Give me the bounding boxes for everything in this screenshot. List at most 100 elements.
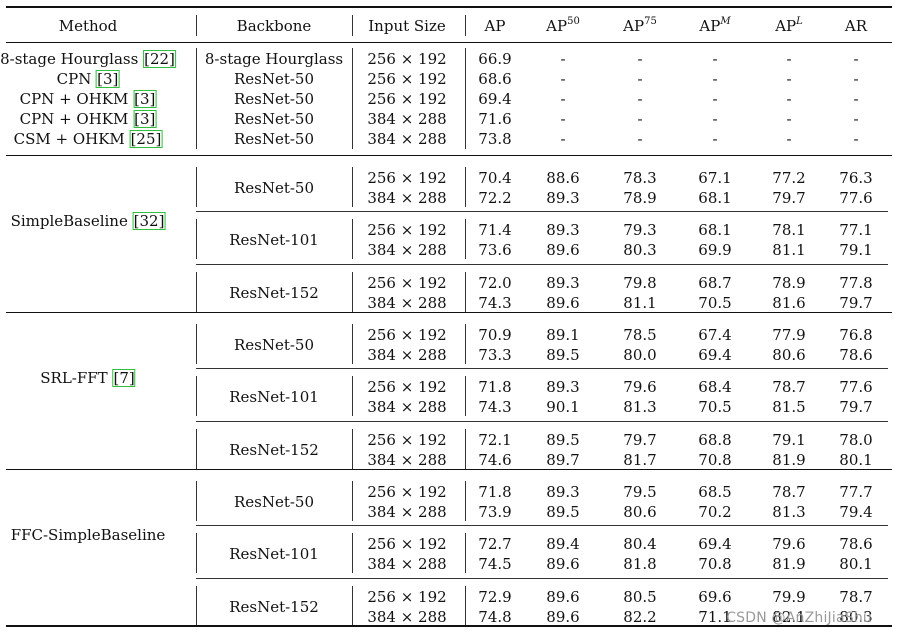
backbone-cell: ResNet-152 bbox=[229, 598, 319, 616]
citation-number: 3 bbox=[139, 110, 150, 128]
header-method: Method bbox=[58, 17, 118, 35]
method-name: CPN bbox=[56, 70, 92, 88]
input-size-cell: 384 × 288 bbox=[367, 130, 447, 148]
ap-cell: 72.1 bbox=[478, 431, 512, 449]
apm-cell: 70.5 bbox=[698, 294, 732, 312]
ap75-cell: 80.5 bbox=[623, 588, 657, 606]
table-rule bbox=[6, 6, 892, 8]
column-divider bbox=[196, 586, 197, 626]
column-divider bbox=[465, 167, 466, 207]
ap50-cell: 89.6 bbox=[546, 294, 580, 312]
apl-cell: - bbox=[786, 70, 792, 88]
ap-cell: 72.0 bbox=[478, 274, 512, 292]
apm-cell: 68.1 bbox=[698, 189, 732, 207]
ap-cell: 74.3 bbox=[478, 398, 512, 416]
ar-cell: 78.0 bbox=[839, 431, 873, 449]
citation-link[interactable]: [32] bbox=[132, 212, 166, 230]
ar-cell: 78.6 bbox=[839, 535, 873, 553]
ap-cell: 68.6 bbox=[478, 70, 512, 88]
ap-cell: 70.4 bbox=[478, 169, 512, 187]
backbone-cell: ResNet-101 bbox=[229, 545, 319, 563]
citation-link[interactable]: [22] bbox=[143, 50, 176, 68]
ar-cell: - bbox=[853, 50, 859, 68]
ar-cell: 79.7 bbox=[839, 294, 873, 312]
ar-cell: 79.1 bbox=[839, 241, 873, 259]
apl-cell: 79.6 bbox=[772, 535, 806, 553]
column-divider bbox=[352, 219, 353, 259]
column-divider bbox=[352, 272, 353, 312]
ap75-cell: 79.8 bbox=[623, 274, 657, 292]
backbone-cell: ResNet-50 bbox=[233, 336, 315, 354]
method-cell: 8-stage Hourglass [22] bbox=[0, 50, 176, 68]
apm-cell: 68.7 bbox=[698, 274, 732, 292]
column-divider bbox=[196, 481, 197, 521]
method-name: FFC-SimpleBaseline bbox=[10, 526, 166, 544]
column-divider bbox=[465, 481, 466, 521]
method-name: SimpleBaseline bbox=[10, 212, 128, 230]
ap50-cell: 89.3 bbox=[546, 189, 580, 207]
ap-cell: 73.8 bbox=[478, 130, 512, 148]
apl-cell: 81.9 bbox=[772, 451, 806, 469]
input-size-cell: 256 × 192 bbox=[367, 378, 447, 396]
header-ap: AP bbox=[484, 17, 506, 35]
apl-cell: 81.1 bbox=[772, 241, 806, 259]
header-backbone: Backbone bbox=[236, 17, 312, 35]
ar-cell: 76.8 bbox=[839, 326, 873, 344]
column-divider bbox=[352, 376, 353, 416]
ar-cell: 77.6 bbox=[839, 378, 873, 396]
apl-cell: 78.9 bbox=[772, 274, 806, 292]
input-size-cell: 256 × 192 bbox=[367, 169, 447, 187]
citation-link[interactable]: [3] bbox=[96, 70, 120, 88]
citation-link[interactable]: [3] bbox=[133, 90, 157, 108]
input-size-cell: 256 × 192 bbox=[367, 90, 447, 108]
ap50-cell: 89.5 bbox=[546, 503, 580, 521]
ap75-cell: 81.1 bbox=[623, 294, 657, 312]
input-size-cell: 384 × 288 bbox=[367, 503, 447, 521]
apm-cell: 70.5 bbox=[698, 398, 732, 416]
apm-cell: 69.4 bbox=[698, 346, 732, 364]
ap50-cell: - bbox=[560, 90, 566, 108]
apl-cell: 80.6 bbox=[772, 346, 806, 364]
ar-cell: 77.6 bbox=[839, 189, 873, 207]
input-size-cell: 384 × 288 bbox=[367, 451, 447, 469]
input-size-cell: 256 × 192 bbox=[367, 274, 447, 292]
input-size-cell: 384 × 288 bbox=[367, 294, 447, 312]
citation-link[interactable]: [7] bbox=[112, 369, 136, 387]
citation-link[interactable]: [3] bbox=[133, 110, 157, 128]
backbone-cell: ResNet-50 bbox=[233, 130, 315, 148]
ap75-cell: 78.9 bbox=[623, 189, 657, 207]
ap75-cell: - bbox=[637, 130, 643, 148]
ar-cell: - bbox=[853, 90, 859, 108]
ap75-cell: 78.3 bbox=[623, 169, 657, 187]
ap-cell: 72.7 bbox=[478, 535, 512, 553]
citation-link[interactable]: [25] bbox=[129, 130, 163, 148]
ap75-cell: 82.2 bbox=[623, 608, 657, 626]
ar-cell: 80.3 bbox=[839, 608, 873, 626]
ar-cell: 80.1 bbox=[839, 451, 873, 469]
table-rule bbox=[6, 469, 892, 470]
column-divider bbox=[352, 15, 353, 36]
method-name: SRL-FFT bbox=[40, 369, 108, 387]
column-divider bbox=[352, 167, 353, 207]
apm-cell: - bbox=[712, 110, 718, 128]
ap75-cell: - bbox=[637, 90, 643, 108]
header-apm: APM bbox=[699, 16, 731, 36]
apm-cell: 70.8 bbox=[698, 555, 732, 573]
column-divider bbox=[196, 167, 197, 207]
backbone-cell: ResNet-50 bbox=[233, 179, 315, 197]
ar-cell: 79.7 bbox=[839, 398, 873, 416]
ap50-cell: 89.4 bbox=[546, 535, 580, 553]
column-divider bbox=[196, 219, 197, 259]
input-size-cell: 256 × 192 bbox=[367, 326, 447, 344]
ap-cell: 71.4 bbox=[478, 221, 512, 239]
ap-cell: 74.6 bbox=[478, 451, 512, 469]
ap75-cell: 80.6 bbox=[623, 503, 657, 521]
ap50-cell: 89.3 bbox=[546, 483, 580, 501]
ap50-cell: - bbox=[560, 50, 566, 68]
input-size-cell: 384 × 288 bbox=[367, 110, 447, 128]
apl-cell: - bbox=[786, 90, 792, 108]
input-size-cell: 256 × 192 bbox=[367, 535, 447, 553]
apl-cell: 78.1 bbox=[772, 221, 806, 239]
column-divider bbox=[352, 481, 353, 521]
ar-cell: - bbox=[853, 130, 859, 148]
